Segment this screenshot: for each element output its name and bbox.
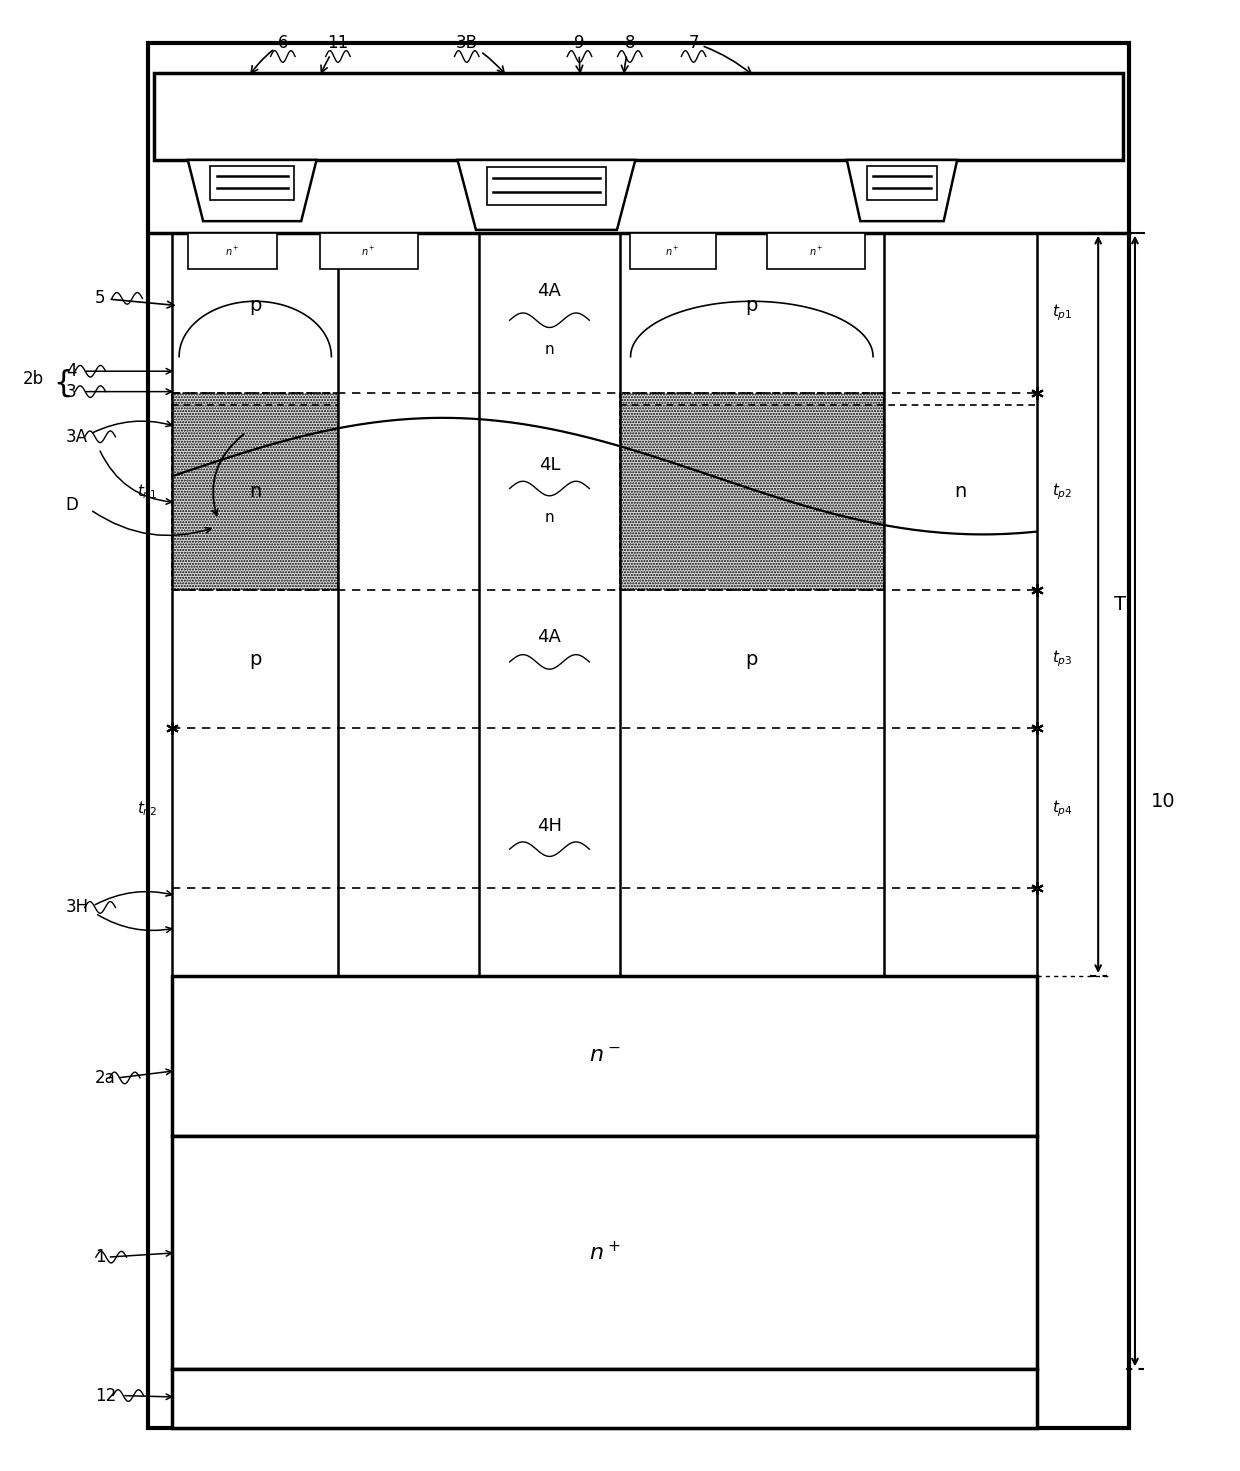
Text: 4: 4	[66, 362, 77, 380]
Polygon shape	[458, 160, 635, 229]
Text: T: T	[1114, 594, 1126, 613]
Text: 3A: 3A	[66, 428, 88, 446]
Bar	[211, 166, 294, 200]
Bar	[188, 232, 277, 269]
Bar	[172, 1136, 1037, 1370]
Text: n: n	[954, 482, 966, 502]
Text: 4A: 4A	[538, 282, 562, 300]
Bar	[172, 393, 339, 590]
Text: $n^+$: $n^+$	[666, 244, 681, 257]
Text: $n^+$: $n^+$	[226, 244, 241, 257]
Text: p: p	[745, 296, 758, 315]
Text: $n^-$: $n^-$	[589, 1046, 620, 1066]
Polygon shape	[187, 160, 316, 221]
Bar	[768, 232, 866, 269]
Text: $t_{p3}$: $t_{p3}$	[1052, 649, 1073, 669]
Text: $t_{p2}$: $t_{p2}$	[1052, 481, 1073, 502]
Text: $n^+$: $n^+$	[361, 244, 376, 257]
Text: 9: 9	[574, 34, 585, 72]
Text: D: D	[66, 496, 78, 515]
Text: 3: 3	[66, 382, 77, 400]
Bar	[486, 166, 606, 206]
Text: 10: 10	[1151, 791, 1176, 811]
Text: n: n	[249, 482, 262, 502]
Text: 8: 8	[621, 34, 635, 72]
Bar	[630, 232, 715, 269]
Text: 1: 1	[95, 1249, 105, 1267]
Text: 4L: 4L	[538, 456, 560, 474]
Text: $t_{p4}$: $t_{p4}$	[1052, 799, 1073, 819]
Text: {: {	[53, 368, 73, 397]
Text: 2a: 2a	[95, 1069, 117, 1087]
Polygon shape	[847, 160, 957, 221]
Bar	[172, 975, 1037, 1136]
Text: $n^+$: $n^+$	[808, 244, 823, 257]
Bar	[154, 72, 1122, 160]
Bar	[620, 393, 884, 590]
Text: n: n	[544, 341, 554, 357]
Bar	[867, 166, 937, 200]
Text: 11: 11	[321, 34, 348, 72]
Text: p: p	[249, 650, 262, 668]
Text: p: p	[745, 650, 758, 668]
Text: $t_{n1}$: $t_{n1}$	[138, 482, 157, 500]
Bar	[172, 1370, 1037, 1428]
Text: 4H: 4H	[537, 816, 562, 836]
Text: 12: 12	[95, 1387, 117, 1405]
Text: $t_{n2}$: $t_{n2}$	[138, 799, 157, 818]
Text: 5: 5	[95, 290, 174, 307]
Text: 3B: 3B	[456, 34, 505, 74]
Bar	[148, 43, 1128, 1428]
Text: n: n	[544, 510, 554, 525]
Text: 7: 7	[688, 34, 751, 74]
Text: $t_{p1}$: $t_{p1}$	[1052, 303, 1073, 324]
Text: 3H: 3H	[66, 899, 89, 916]
Text: 2b: 2b	[22, 369, 43, 387]
Text: $n^+$: $n^+$	[589, 1242, 620, 1265]
Text: 4A: 4A	[538, 628, 562, 646]
Text: p: p	[249, 296, 262, 315]
Bar	[320, 232, 418, 269]
Text: 6: 6	[252, 34, 288, 74]
